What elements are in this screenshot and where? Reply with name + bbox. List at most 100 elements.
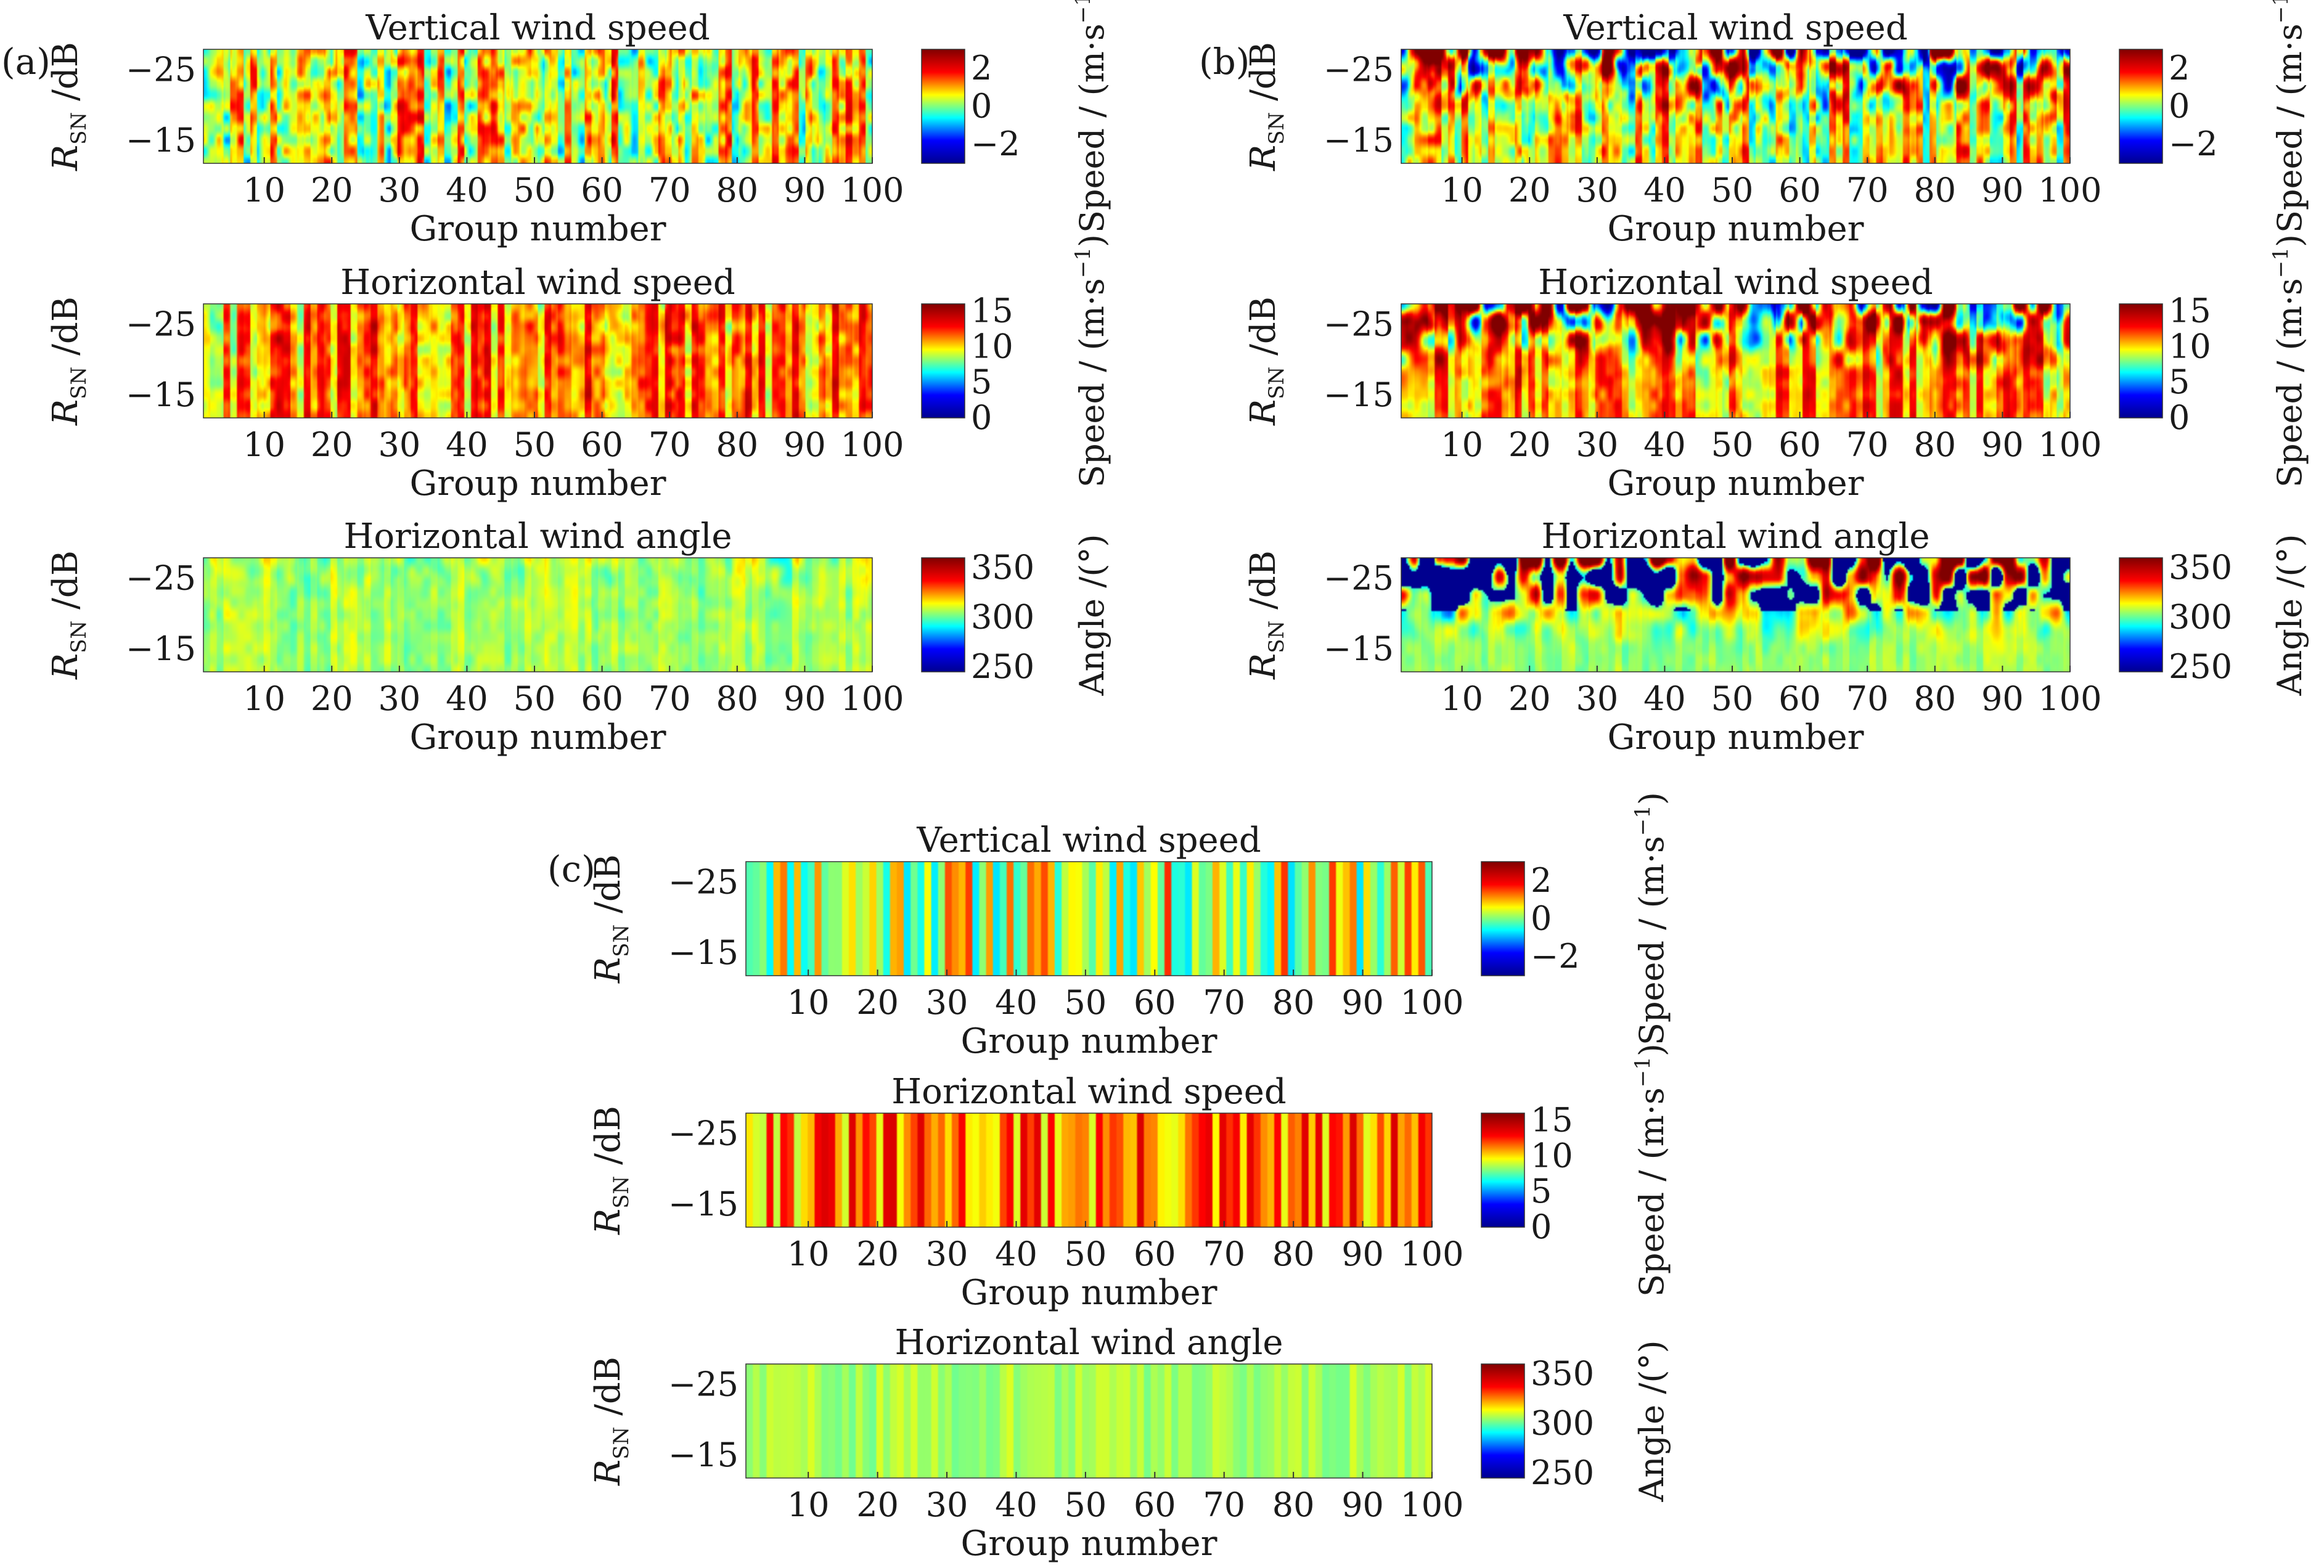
x-tick-label: 50 (1711, 679, 1754, 718)
chart-8: Horizontal wind speed 10 20 30 40 50 60 70 80 90 1… (588, 1043, 1671, 1313)
x-axis-label: Group number (1608, 717, 1864, 757)
x-tick-label: 10 (243, 425, 285, 464)
colorbar-tick-label: 5 (2169, 362, 2190, 401)
chart-1: Vertical wind speed 10 20 30 40 50 60 70 80 90 100… (46, 0, 1111, 249)
x-tick-label: 60 (581, 425, 623, 464)
x-tick-label: 20 (856, 1235, 899, 1273)
x-tick-label: 40 (1643, 171, 1686, 210)
chart-title: Horizontal wind speed (891, 1072, 1286, 1112)
x-tick-label: 40 (446, 679, 488, 718)
x-tick-label: 90 (1341, 983, 1384, 1022)
x-tick-label: 40 (446, 171, 488, 210)
x-axis-label: Group number (1608, 209, 1864, 249)
x-tick-label: 40 (446, 425, 488, 464)
colorbar-label: Angle /(°) (1632, 1340, 1671, 1502)
x-tick-label: 30 (1576, 425, 1618, 464)
y-axis-label: RSN /dB (1243, 42, 1289, 171)
x-axis-label: Group number (410, 717, 666, 757)
x-tick-label: 20 (311, 171, 353, 210)
x-tick-label: 10 (787, 1235, 830, 1273)
heatmap-image (746, 1364, 1432, 1478)
x-tick-label: 70 (1203, 1235, 1245, 1273)
colorbar-tick-label: 250 (971, 647, 1034, 686)
colorbar-label: Speed / (m·s−1) (1630, 792, 1671, 1045)
chart-title: Vertical wind speed (365, 8, 710, 48)
x-tick-label: 90 (1341, 1235, 1384, 1273)
colorbar-tick-label: 5 (1531, 1172, 1552, 1211)
colorbar (1481, 1113, 1525, 1228)
heatmap-image (746, 862, 1432, 976)
x-tick-label: 80 (716, 425, 758, 464)
x-tick-label: 100 (2038, 171, 2101, 210)
x-tick-label: 100 (840, 171, 904, 210)
colorbar-label: Angle /(°) (1073, 534, 1111, 696)
x-tick-label: 60 (1134, 1485, 1176, 1524)
x-tick-label: 100 (1400, 1485, 1463, 1524)
x-tick-label: 100 (2038, 679, 2101, 718)
plot-frame (203, 49, 873, 164)
plot-frame (745, 1113, 1433, 1228)
colorbar-tick-label: 350 (1531, 1354, 1594, 1393)
x-tick-label: 10 (787, 983, 830, 1022)
y-tick-label: −25 (1324, 558, 1394, 597)
colorbar (1481, 1363, 1525, 1479)
x-tick-label: 60 (1134, 1235, 1176, 1273)
plot-frame (203, 557, 873, 672)
x-tick-label: 80 (1272, 1485, 1315, 1524)
chart-title: Horizontal wind speed (340, 263, 735, 303)
x-tick-label: 30 (378, 425, 420, 464)
chart-title: Vertical wind speed (916, 820, 1261, 860)
y-tick-label: −25 (668, 862, 739, 901)
colorbar-label: Speed / (m·s−1) (2269, 0, 2309, 233)
x-tick-label: 40 (995, 983, 1037, 1022)
y-axis-label: RSN /dB (46, 42, 91, 171)
x-tick-label: 50 (1065, 1235, 1107, 1273)
chart-4: Horizontal wind speed 10 20 30 40 50 60 70 80 90 1… (1243, 234, 2309, 504)
y-tick-label: −15 (126, 629, 196, 668)
x-tick-label: 30 (1576, 171, 1618, 210)
x-tick-label: 20 (1508, 679, 1551, 718)
colorbar-label: Speed / (m·s−1) (1630, 1043, 1671, 1297)
chart-9: Horizontal wind angle 10 20 30 40 50 60 70 80 90 1… (588, 1323, 1671, 1564)
colorbar-tick-label: 15 (971, 292, 1013, 330)
heatmap-image (1401, 49, 2070, 163)
y-tick-label: −15 (1324, 375, 1394, 414)
x-tick-label: 30 (378, 679, 420, 718)
heatmap-image (203, 49, 872, 163)
plot-frame (1401, 303, 2071, 419)
y-tick-label: −25 (668, 1365, 739, 1403)
colorbar-tick-label: −2 (2169, 125, 2218, 163)
chart-title: Horizontal wind angle (894, 1323, 1283, 1363)
y-axis-label: RSN /dB (588, 854, 634, 984)
x-tick-label: 40 (995, 1235, 1037, 1273)
colorbar-tick-label: 10 (971, 327, 1013, 365)
x-tick-label: 30 (1576, 679, 1618, 718)
x-tick-label: 20 (1508, 171, 1551, 210)
x-tick-label: 80 (1913, 679, 1956, 718)
heatmap-image (1401, 304, 2070, 418)
x-tick-label: 50 (513, 171, 556, 210)
x-axis-label: Group number (410, 463, 666, 504)
colorbar (921, 49, 965, 164)
colorbar-tick-label: 300 (2169, 598, 2232, 637)
x-tick-label: 60 (1134, 983, 1176, 1022)
colorbar-tick-label: 15 (2169, 292, 2211, 330)
x-tick-label: 50 (1711, 425, 1754, 464)
colorbar-tick-label: 250 (1531, 1453, 1594, 1492)
plot-frame (745, 1363, 1433, 1479)
x-tick-label: 70 (1203, 1485, 1245, 1524)
y-tick-label: −25 (1324, 304, 1394, 343)
y-tick-label: −25 (1324, 50, 1394, 89)
x-tick-label: 70 (1203, 983, 1245, 1022)
colorbar-label: Speed / (m·s−1) (2269, 234, 2309, 488)
plot-frame (745, 861, 1433, 976)
x-tick-label: 60 (1778, 425, 1821, 464)
colorbar-tick-label: −2 (971, 125, 1020, 163)
x-tick-label: 60 (581, 679, 623, 718)
y-tick-label: −15 (126, 121, 196, 160)
x-tick-label: 90 (784, 679, 826, 718)
colorbar-tick-label: 2 (1531, 861, 1552, 900)
x-axis-label: Group number (961, 1524, 1217, 1564)
panel-label-a: (a) (1, 41, 51, 83)
colorbar-label: Speed / (m·s−1) (1071, 0, 1111, 233)
